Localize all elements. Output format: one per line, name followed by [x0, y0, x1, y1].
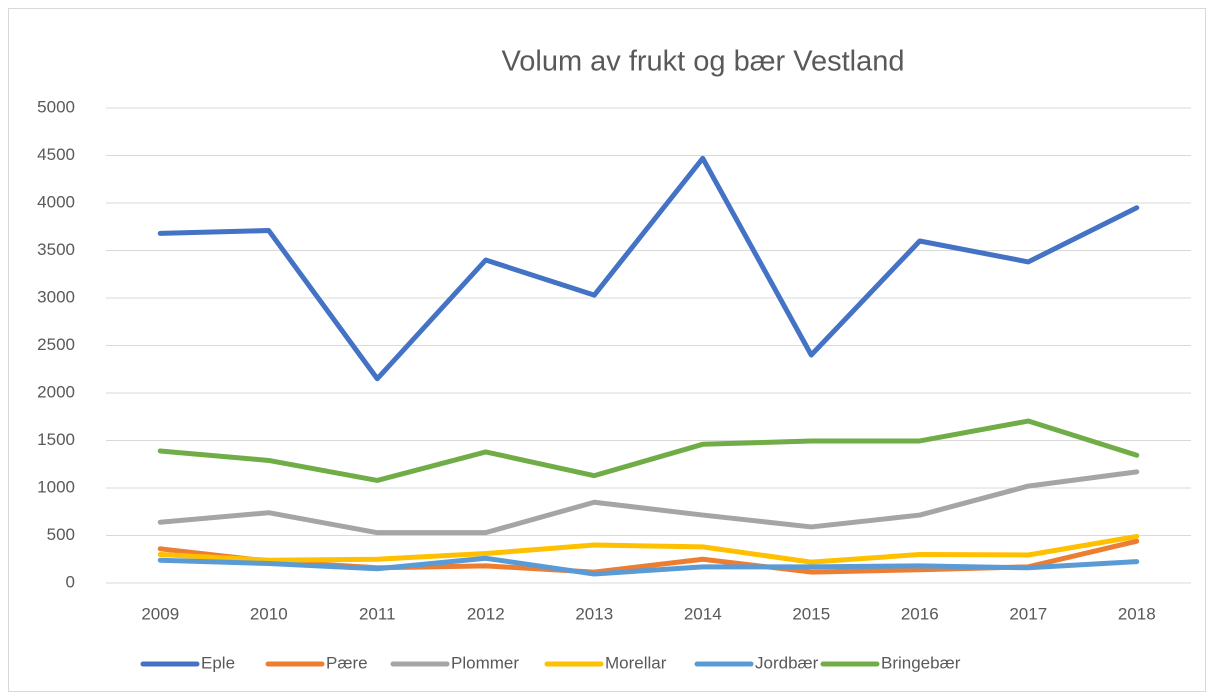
x-tick-label: 2016: [901, 604, 939, 623]
x-tick-label: 2009: [141, 604, 179, 623]
y-tick-label: 0: [66, 572, 75, 591]
legend-label: Pære: [326, 653, 368, 672]
y-tick-label: 4000: [37, 192, 75, 211]
series-line: [157, 155, 1140, 382]
series-line: [157, 533, 1140, 565]
y-tick-label: 5000: [37, 97, 75, 116]
y-tick-label: 500: [47, 525, 75, 544]
chart-title: Volum av frukt og bær Vestland: [502, 46, 905, 78]
legend-label: Bringebær: [881, 653, 961, 672]
legend-label: Eple: [201, 653, 235, 672]
legend-label: Plommer: [451, 653, 519, 672]
legend-label: Jordbær: [755, 653, 819, 672]
chart-border: [8, 8, 1206, 692]
y-tick-label: 1000: [37, 477, 75, 496]
x-tick-label: 2012: [467, 604, 505, 623]
series-line: [157, 418, 1140, 483]
y-tick-label: 1500: [37, 430, 75, 449]
x-tick-label: 2010: [250, 604, 288, 623]
series-line: [157, 469, 1140, 536]
legend-label: Morellar: [605, 653, 667, 672]
y-tick-label: 2500: [37, 335, 75, 354]
y-tick-label: 3500: [37, 240, 75, 259]
x-tick-label: 2017: [1009, 604, 1047, 623]
y-tick-label: 3000: [37, 287, 75, 306]
x-tick-label: 2011: [359, 604, 396, 623]
y-tick-label: 2000: [37, 382, 75, 401]
x-tick-label: 2015: [792, 604, 830, 623]
y-tick-label: 4500: [37, 145, 75, 164]
x-tick-label: 2013: [575, 604, 613, 623]
x-tick-label: 2018: [1118, 604, 1156, 623]
x-tick-label: 2014: [684, 604, 722, 623]
series-line: [157, 555, 1140, 577]
